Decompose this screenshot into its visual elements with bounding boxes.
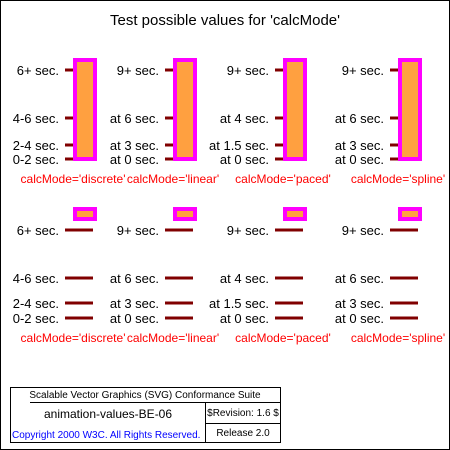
calcmode-columns: 6+ sec.4-6 sec.2-4 sec.0-2 sec.calcMode=… [13, 58, 445, 345]
calcmode-column-top-4: 9+ sec. at 6 sec. at 3 sec.at 0 sec. calcMo… [335, 58, 445, 186]
calcmode-caption: calcMode='linear' [127, 172, 219, 186]
calcmode-column-bottom-1: 6+ sec. 4-6 sec. 2-4 sec.0-2 sec. calcMode=… [13, 207, 126, 345]
time-label-third: at 6 sec. [110, 111, 159, 126]
time-label-second: at 3 sec. [335, 138, 384, 153]
calcmode-column-bottom-2: 9+ sec. at 6 sec. at 3 sec.at 0 sec. calcMo… [110, 207, 219, 345]
time-label-third: at 6 sec. [110, 271, 159, 286]
time-label-top: 6+ sec. [17, 63, 59, 78]
time-label-third: 4-6 sec. [13, 271, 59, 286]
time-label-base: at 0 sec. [335, 152, 384, 167]
time-label-top: 6+ sec. [17, 223, 59, 238]
footer-test-name: animation-values-BE-06 [44, 407, 172, 421]
animated-bar [173, 58, 197, 161]
time-label-second: at 3 sec. [110, 296, 159, 311]
time-label-second: 2-4 sec. [13, 138, 59, 153]
footer-revision: $Revision: 1.6 $ [207, 408, 279, 419]
page-title: Test possible values for 'calcMode' [110, 12, 340, 29]
time-label-third: at 4 sec. [220, 111, 269, 126]
time-label-third: 4-6 sec. [13, 111, 59, 126]
animated-bar [173, 207, 197, 221]
calcmode-column-top-2: 9+ sec. at 6 sec. at 3 sec.at 0 sec. calcMo… [110, 58, 219, 186]
time-label-top: 9+ sec. [227, 63, 269, 78]
animated-bar [398, 207, 422, 221]
calcmode-caption: calcMode='spline' [351, 172, 445, 186]
time-label-base: at 0 sec. [220, 311, 269, 326]
time-label-base: at 0 sec. [110, 152, 159, 167]
time-label-top: 9+ sec. [342, 223, 384, 238]
time-label-top: 9+ sec. [342, 63, 384, 78]
time-label-top: 9+ sec. [117, 63, 159, 78]
calcmode-caption: calcMode='discrete' [21, 331, 126, 345]
time-label-second: at 3 sec. [335, 296, 384, 311]
footer-legend: Scalable Vector Graphics (SVG) Conforman… [10, 387, 281, 443]
time-label-second: at 3 sec. [110, 138, 159, 153]
time-label-base: 0-2 sec. [13, 152, 59, 167]
time-label-second: at 1.5 sec. [209, 296, 269, 311]
animated-bar [73, 207, 97, 221]
time-label-base: at 0 sec. [110, 311, 159, 326]
time-label-base: 0-2 sec. [13, 311, 59, 326]
time-label-second: 2-4 sec. [13, 296, 59, 311]
calcmode-column-top-1: 6+ sec. 4-6 sec. 2-4 sec.0-2 sec. calcMode=… [13, 58, 126, 186]
footer-outer-box [10, 387, 281, 443]
time-label-base: at 0 sec. [335, 311, 384, 326]
calcmode-caption: calcMode='paced' [235, 172, 331, 186]
time-label-third: at 6 sec. [335, 271, 384, 286]
calcmode-column-bottom-3: 9+ sec. at 4 sec. at 1.5 sec.at 0 sec. calc… [209, 207, 331, 345]
animated-bar [398, 58, 422, 161]
animated-bar [283, 58, 307, 161]
time-label-third: at 4 sec. [220, 271, 269, 286]
footer-release: Release 2.0 [216, 428, 270, 439]
animated-bar [283, 207, 307, 221]
footer-suite-title: Scalable Vector Graphics (SVG) Conforman… [29, 390, 261, 401]
calcmode-column-top-3: 9+ sec. at 4 sec. at 1.5 sec.at 0 sec. calc… [209, 58, 331, 186]
animated-bar [73, 58, 97, 161]
time-label-top: 9+ sec. [117, 223, 159, 238]
time-label-base: at 0 sec. [220, 152, 269, 167]
calcmode-caption: calcMode='paced' [235, 331, 331, 345]
time-label-top: 9+ sec. [227, 223, 269, 238]
calcmode-caption: calcMode='spline' [351, 331, 445, 345]
calcmode-caption: calcMode='linear' [127, 331, 219, 345]
footer-copyright[interactable]: Copyright 2000 W3C. All Rights Reserved. [12, 430, 200, 441]
time-label-third: at 6 sec. [335, 111, 384, 126]
calcmode-column-bottom-4: 9+ sec. at 6 sec. at 3 sec.at 0 sec. calcMo… [335, 207, 445, 345]
calcmode-caption: calcMode='discrete' [21, 172, 126, 186]
time-label-second: at 1.5 sec. [209, 138, 269, 153]
